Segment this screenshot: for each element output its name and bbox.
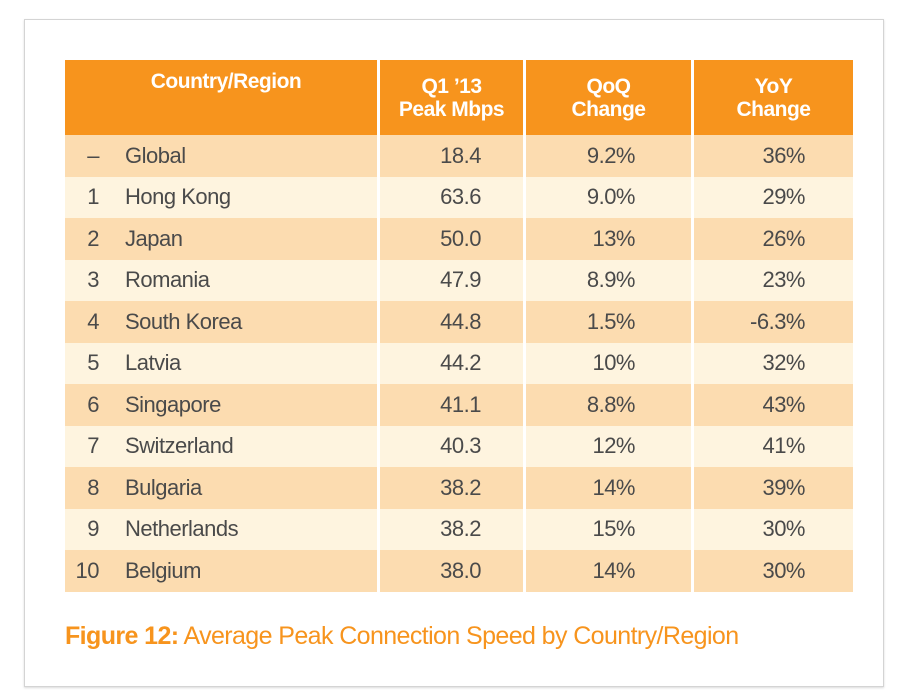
header-yoy-line2: Change: [736, 97, 811, 121]
header-qoq-line1: QoQ: [586, 74, 632, 98]
peak-cell: 38.2: [380, 467, 523, 509]
rank: 8: [87, 474, 99, 500]
table-row: 9 Netherlands 38.2 15% 30%: [65, 508, 853, 550]
country-name: Romania: [125, 267, 210, 293]
peak-cell: 38.2: [380, 508, 523, 550]
yoy-cell: 30%: [694, 550, 853, 592]
qoq-cell: 9.2%: [526, 135, 691, 177]
country-cell: 8 Bulgaria: [65, 467, 377, 509]
yoy-cell: 41%: [694, 425, 853, 467]
country-cell: 4 South Korea: [65, 301, 377, 343]
yoy-cell: 39%: [694, 467, 853, 509]
country-name: Netherlands: [125, 516, 239, 542]
figure-caption: Figure 12: Average Peak Connection Speed…: [65, 622, 739, 651]
yoy-cell: 23%: [694, 259, 853, 301]
country-cell: 7 Switzerland: [65, 425, 377, 467]
country-name: Hong Kong: [125, 184, 231, 210]
yoy-cell: 29%: [694, 176, 853, 218]
table-row: 8 Bulgaria 38.2 14% 39%: [65, 467, 853, 509]
rank: 1: [87, 184, 99, 210]
table-row: 5 Latvia 44.2 10% 32%: [65, 342, 853, 384]
country-name: Japan: [125, 225, 183, 251]
yoy-cell: 26%: [694, 218, 853, 260]
header-yoy-line1: YoY: [754, 74, 793, 98]
table-row: 2 Japan 50.0 13% 26%: [65, 218, 853, 260]
country-name: South Korea: [125, 308, 242, 334]
qoq-cell: 10%: [526, 342, 691, 384]
rank: –: [87, 142, 99, 168]
table-row: 6 Singapore 41.1 8.8% 43%: [65, 384, 853, 426]
table-row: 1 Hong Kong 63.6 9.0% 29%: [65, 176, 853, 218]
rank: 6: [87, 391, 99, 417]
table-row: 7 Switzerland 40.3 12% 41%: [65, 425, 853, 467]
country-name: Singapore: [125, 391, 221, 417]
rank: 9: [87, 516, 99, 542]
peak-cell: 44.8: [380, 301, 523, 343]
qoq-cell: 9.0%: [526, 176, 691, 218]
header-yoy: YoY Change: [694, 60, 853, 135]
qoq-cell: 15%: [526, 508, 691, 550]
yoy-cell: 36%: [694, 135, 853, 177]
rank: 7: [87, 433, 99, 459]
peak-cell: 38.0: [380, 550, 523, 592]
country-name: Switzerland: [125, 433, 234, 459]
country-name: Latvia: [125, 350, 181, 376]
country-name: Belgium: [125, 557, 201, 583]
header-peak-line2: Peak Mbps: [398, 97, 505, 121]
header-qoq-line2: Change: [571, 97, 646, 121]
yoy-cell: 32%: [694, 342, 853, 384]
country-cell: 5 Latvia: [65, 342, 377, 384]
country-cell: 6 Singapore: [65, 384, 377, 426]
header-peak: Q1 ’13 Peak Mbps: [380, 60, 523, 135]
qoq-cell: 8.9%: [526, 259, 691, 301]
qoq-cell: 13%: [526, 218, 691, 260]
peak-cell: 44.2: [380, 342, 523, 384]
country-cell: 3 Romania: [65, 259, 377, 301]
peak-cell: 40.3: [380, 425, 523, 467]
rank: 10: [75, 557, 100, 583]
country-cell: – Global: [65, 135, 377, 177]
table-row: 4 South Korea 44.8 1.5% -6.3%: [65, 301, 853, 343]
country-cell: 1 Hong Kong: [65, 176, 377, 218]
country-name: Bulgaria: [125, 474, 202, 500]
header-qoq: QoQ Change: [526, 60, 691, 135]
country-cell: 2 Japan: [65, 218, 377, 260]
qoq-cell: 1.5%: [526, 301, 691, 343]
rank: 4: [87, 308, 99, 334]
header-country: Country/Region: [65, 60, 377, 135]
peak-speed-table: Country/Region Q1 ’13 Peak Mbps QoQ Change…: [62, 60, 856, 592]
peak-cell: 50.0: [380, 218, 523, 260]
rank: 5: [87, 350, 99, 376]
table-row: 10 Belgium 38.0 14% 30%: [65, 550, 853, 592]
header-country-label: Country/Region: [150, 70, 302, 93]
rank: 3: [87, 267, 99, 293]
country-cell: 9 Netherlands: [65, 508, 377, 550]
yoy-cell: 43%: [694, 384, 853, 426]
table-row: 3 Romania 47.9 8.9% 23%: [65, 259, 853, 301]
qoq-cell: 8.8%: [526, 384, 691, 426]
country-name: Global: [125, 142, 186, 168]
peak-cell: 63.6: [380, 176, 523, 218]
table-header-row: Country/Region Q1 ’13 Peak Mbps QoQ Change…: [65, 60, 853, 135]
caption-text: Average Peak Connection Speed by Country…: [178, 622, 739, 650]
caption-label: Figure 12:: [65, 622, 179, 650]
rank: 2: [87, 225, 99, 251]
table-row: – Global 18.4 9.2% 36%: [65, 135, 853, 177]
qoq-cell: 14%: [526, 467, 691, 509]
peak-cell: 41.1: [380, 384, 523, 426]
qoq-cell: 12%: [526, 425, 691, 467]
qoq-cell: 14%: [526, 550, 691, 592]
country-cell: 10 Belgium: [65, 550, 377, 592]
yoy-cell: -6.3%: [694, 301, 853, 343]
peak-cell: 18.4: [380, 135, 523, 177]
header-peak-line1: Q1 ’13: [421, 74, 482, 98]
peak-cell: 47.9: [380, 259, 523, 301]
yoy-cell: 30%: [694, 508, 853, 550]
